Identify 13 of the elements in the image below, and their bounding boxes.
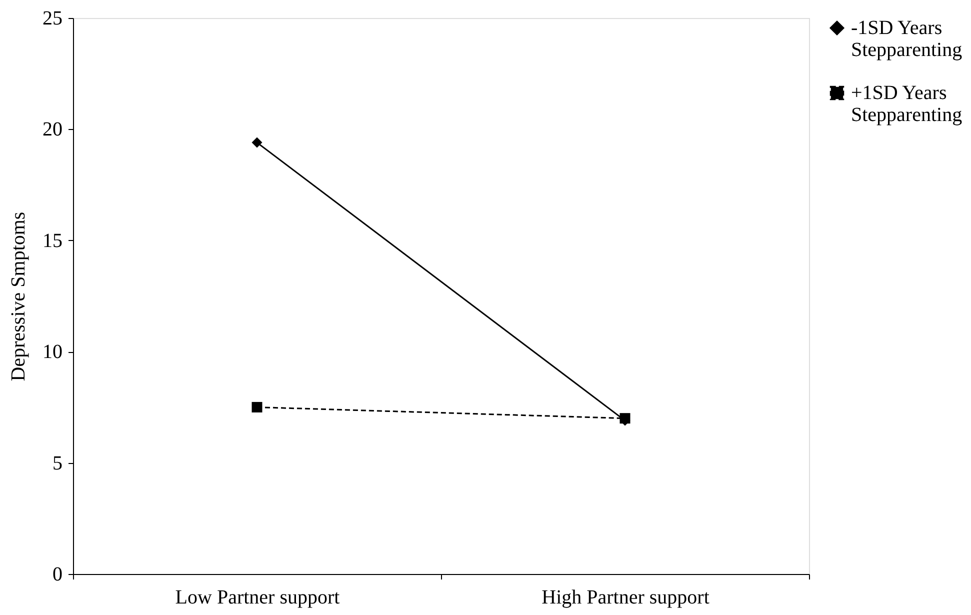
legend-label: +1SD Years Stepparenting [851,82,962,126]
y-tick-label: 10 [42,341,62,364]
point [252,137,262,148]
y-tick-label: 5 [52,452,62,474]
y-axis-title: Depressive Smptoms [8,212,30,382]
y-tick-label: 25 [42,8,62,30]
y-tick-label: 15 [42,230,62,252]
point [252,402,262,412]
x-tick-label: High Partner support [542,586,710,608]
x-tick-label: Low Partner support [175,586,340,608]
y-tick-label: 0 [52,564,62,586]
legend-label: -1SD Years Stepparenting [851,17,962,61]
y-tick-label: 20 [42,118,62,141]
